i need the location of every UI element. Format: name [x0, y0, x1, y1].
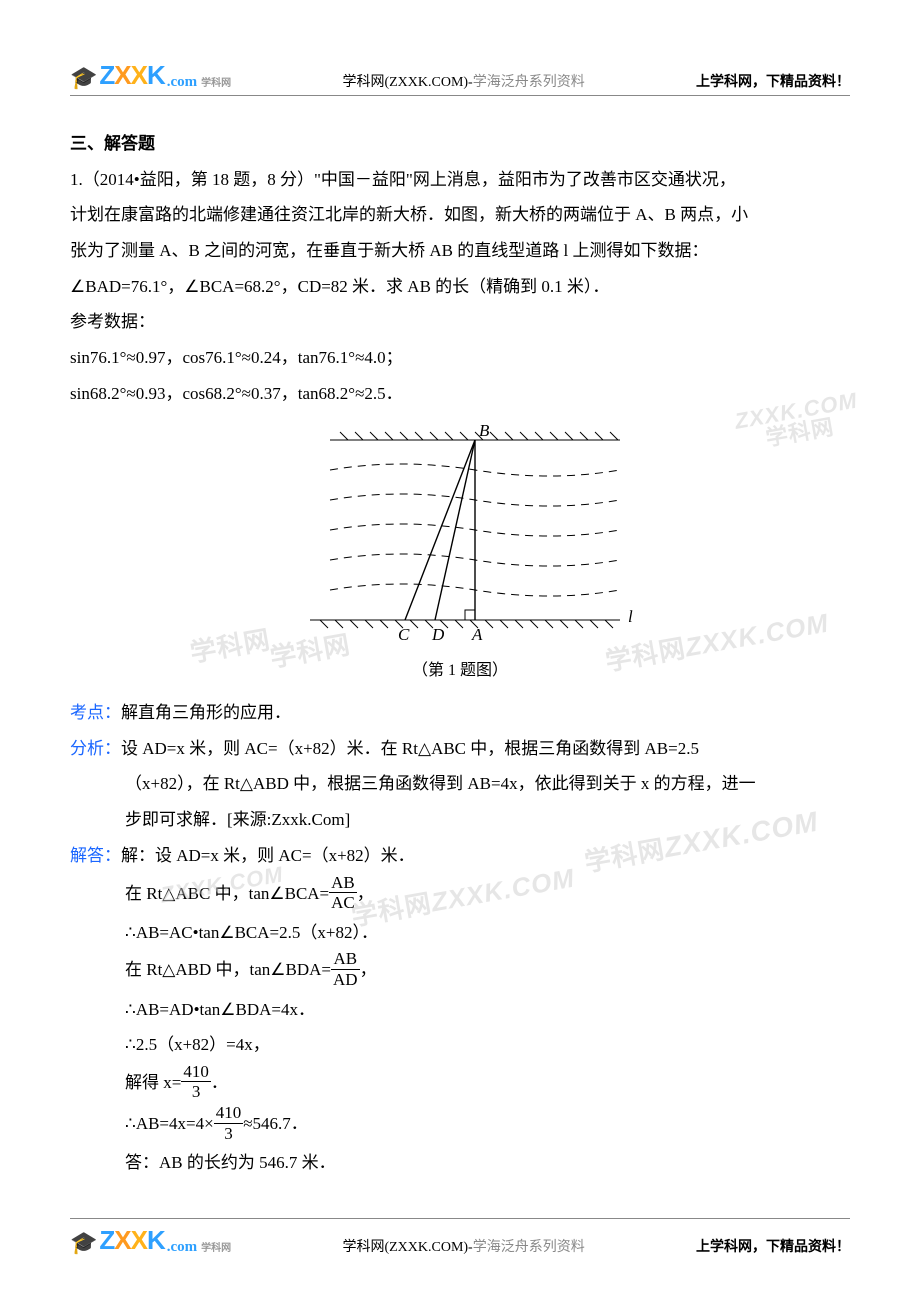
problem-line: sin76.1°≈0.97，cos76.1°≈0.24，tan76.1°≈4.0…: [70, 340, 850, 376]
figure-caption: （第 1 题图） 学科网ZXXK.COM 学科网: [70, 654, 850, 688]
problem-line: ∠BAD=76.1°，∠BCA=68.2°，CD=82 米．求 AB 的长（精确…: [70, 269, 850, 305]
sol-line: 解得 x=4103．: [70, 1063, 850, 1104]
fenxi-line: 步即可求解．[来源:Zxxk.Com]: [70, 802, 850, 838]
svg-text:A: A: [471, 625, 483, 644]
fenxi-line: （x+82），在 Rt△ABD 中，根据三角函数得到 AB=4x，依此得到关于 …: [70, 766, 850, 802]
svg-text:D: D: [431, 625, 445, 644]
sol-line: 在 Rt△ABD 中，tan∠BDA=ABAD，: [70, 950, 850, 991]
jieda: 解答：解：设 AD=x 米，则 AC=（x+82）米．: [70, 838, 850, 874]
sol-line: 答：AB 的长约为 546.7 米．: [70, 1145, 850, 1181]
problem-line: sin68.2°≈0.93，cos68.2°≈0.37，tan68.2°≈2.5…: [70, 376, 850, 412]
svg-text:C: C: [398, 625, 410, 644]
sol-line: ∴AB=AD•tan∠BDA=4x．: [70, 992, 850, 1028]
problem-line: 张为了测量 A、B 之间的河宽，在垂直于新大桥 AB 的直线型道路 l 上测得如…: [70, 233, 850, 269]
document-body: 三、解答题 1.（2014•益阳，第 18 题，8 分）"中国－益阳"网上消息，…: [70, 126, 850, 1181]
sol-line: 在 Rt△ABC 中，tan∠BCA=ABAC，: [70, 874, 850, 915]
footer-right: 上学科网，下精品资料！: [696, 1236, 850, 1256]
footer-center: 学科网(ZXXK.COM)-学海泛舟系列资料: [231, 1236, 696, 1256]
svg-text:l: l: [628, 607, 633, 626]
grad-cap-icon: 🎓: [70, 1230, 97, 1256]
bridge-diagram: B C D A l: [250, 420, 670, 650]
site-logo: 🎓 ZXXK .com 学科网: [70, 60, 231, 91]
grad-cap-icon: 🎓: [70, 65, 97, 91]
fenxi: 分析：设 AD=x 米，则 AC=（x+82）米．在 Rt△ABC 中，根据三角…: [70, 731, 850, 767]
header-right: 上学科网，下精品资料！: [696, 71, 850, 91]
sol-line: ∴AB=AC•tan∠BCA=2.5（x+82）．: [70, 915, 850, 951]
svg-text:B: B: [479, 421, 490, 440]
site-logo-footer: 🎓 ZXXK .com 学科网: [70, 1225, 231, 1256]
page-header: 🎓 ZXXK .com 学科网 学科网(ZXXK.COM)-学海泛舟系列资料 上…: [70, 60, 850, 96]
problem-line: 1.（2014•益阳，第 18 题，8 分）"中国－益阳"网上消息，益阳市为了改…: [70, 162, 850, 198]
page-footer: 🎓 ZXXK .com 学科网 学科网(ZXXK.COM)-学海泛舟系列资料 上…: [70, 1218, 850, 1256]
sol-line: ∴2.5（x+82）=4x，: [70, 1027, 850, 1063]
kaodian: 考点：解直角三角形的应用．: [70, 695, 850, 731]
problem-line: 计划在康富路的北端修建通往资江北岸的新大桥．如图，新大桥的两端位于 A、B 两点…: [70, 197, 850, 233]
section-title: 三、解答题: [70, 126, 850, 162]
figure-container: ZXXK.COM 学科网 学科网: [70, 420, 850, 650]
header-center: 学科网(ZXXK.COM)-学海泛舟系列资料: [231, 71, 696, 91]
sol-line: ∴AB=4x=4×4103≈546.7．: [70, 1104, 850, 1145]
problem-line: 参考数据：: [70, 304, 850, 340]
